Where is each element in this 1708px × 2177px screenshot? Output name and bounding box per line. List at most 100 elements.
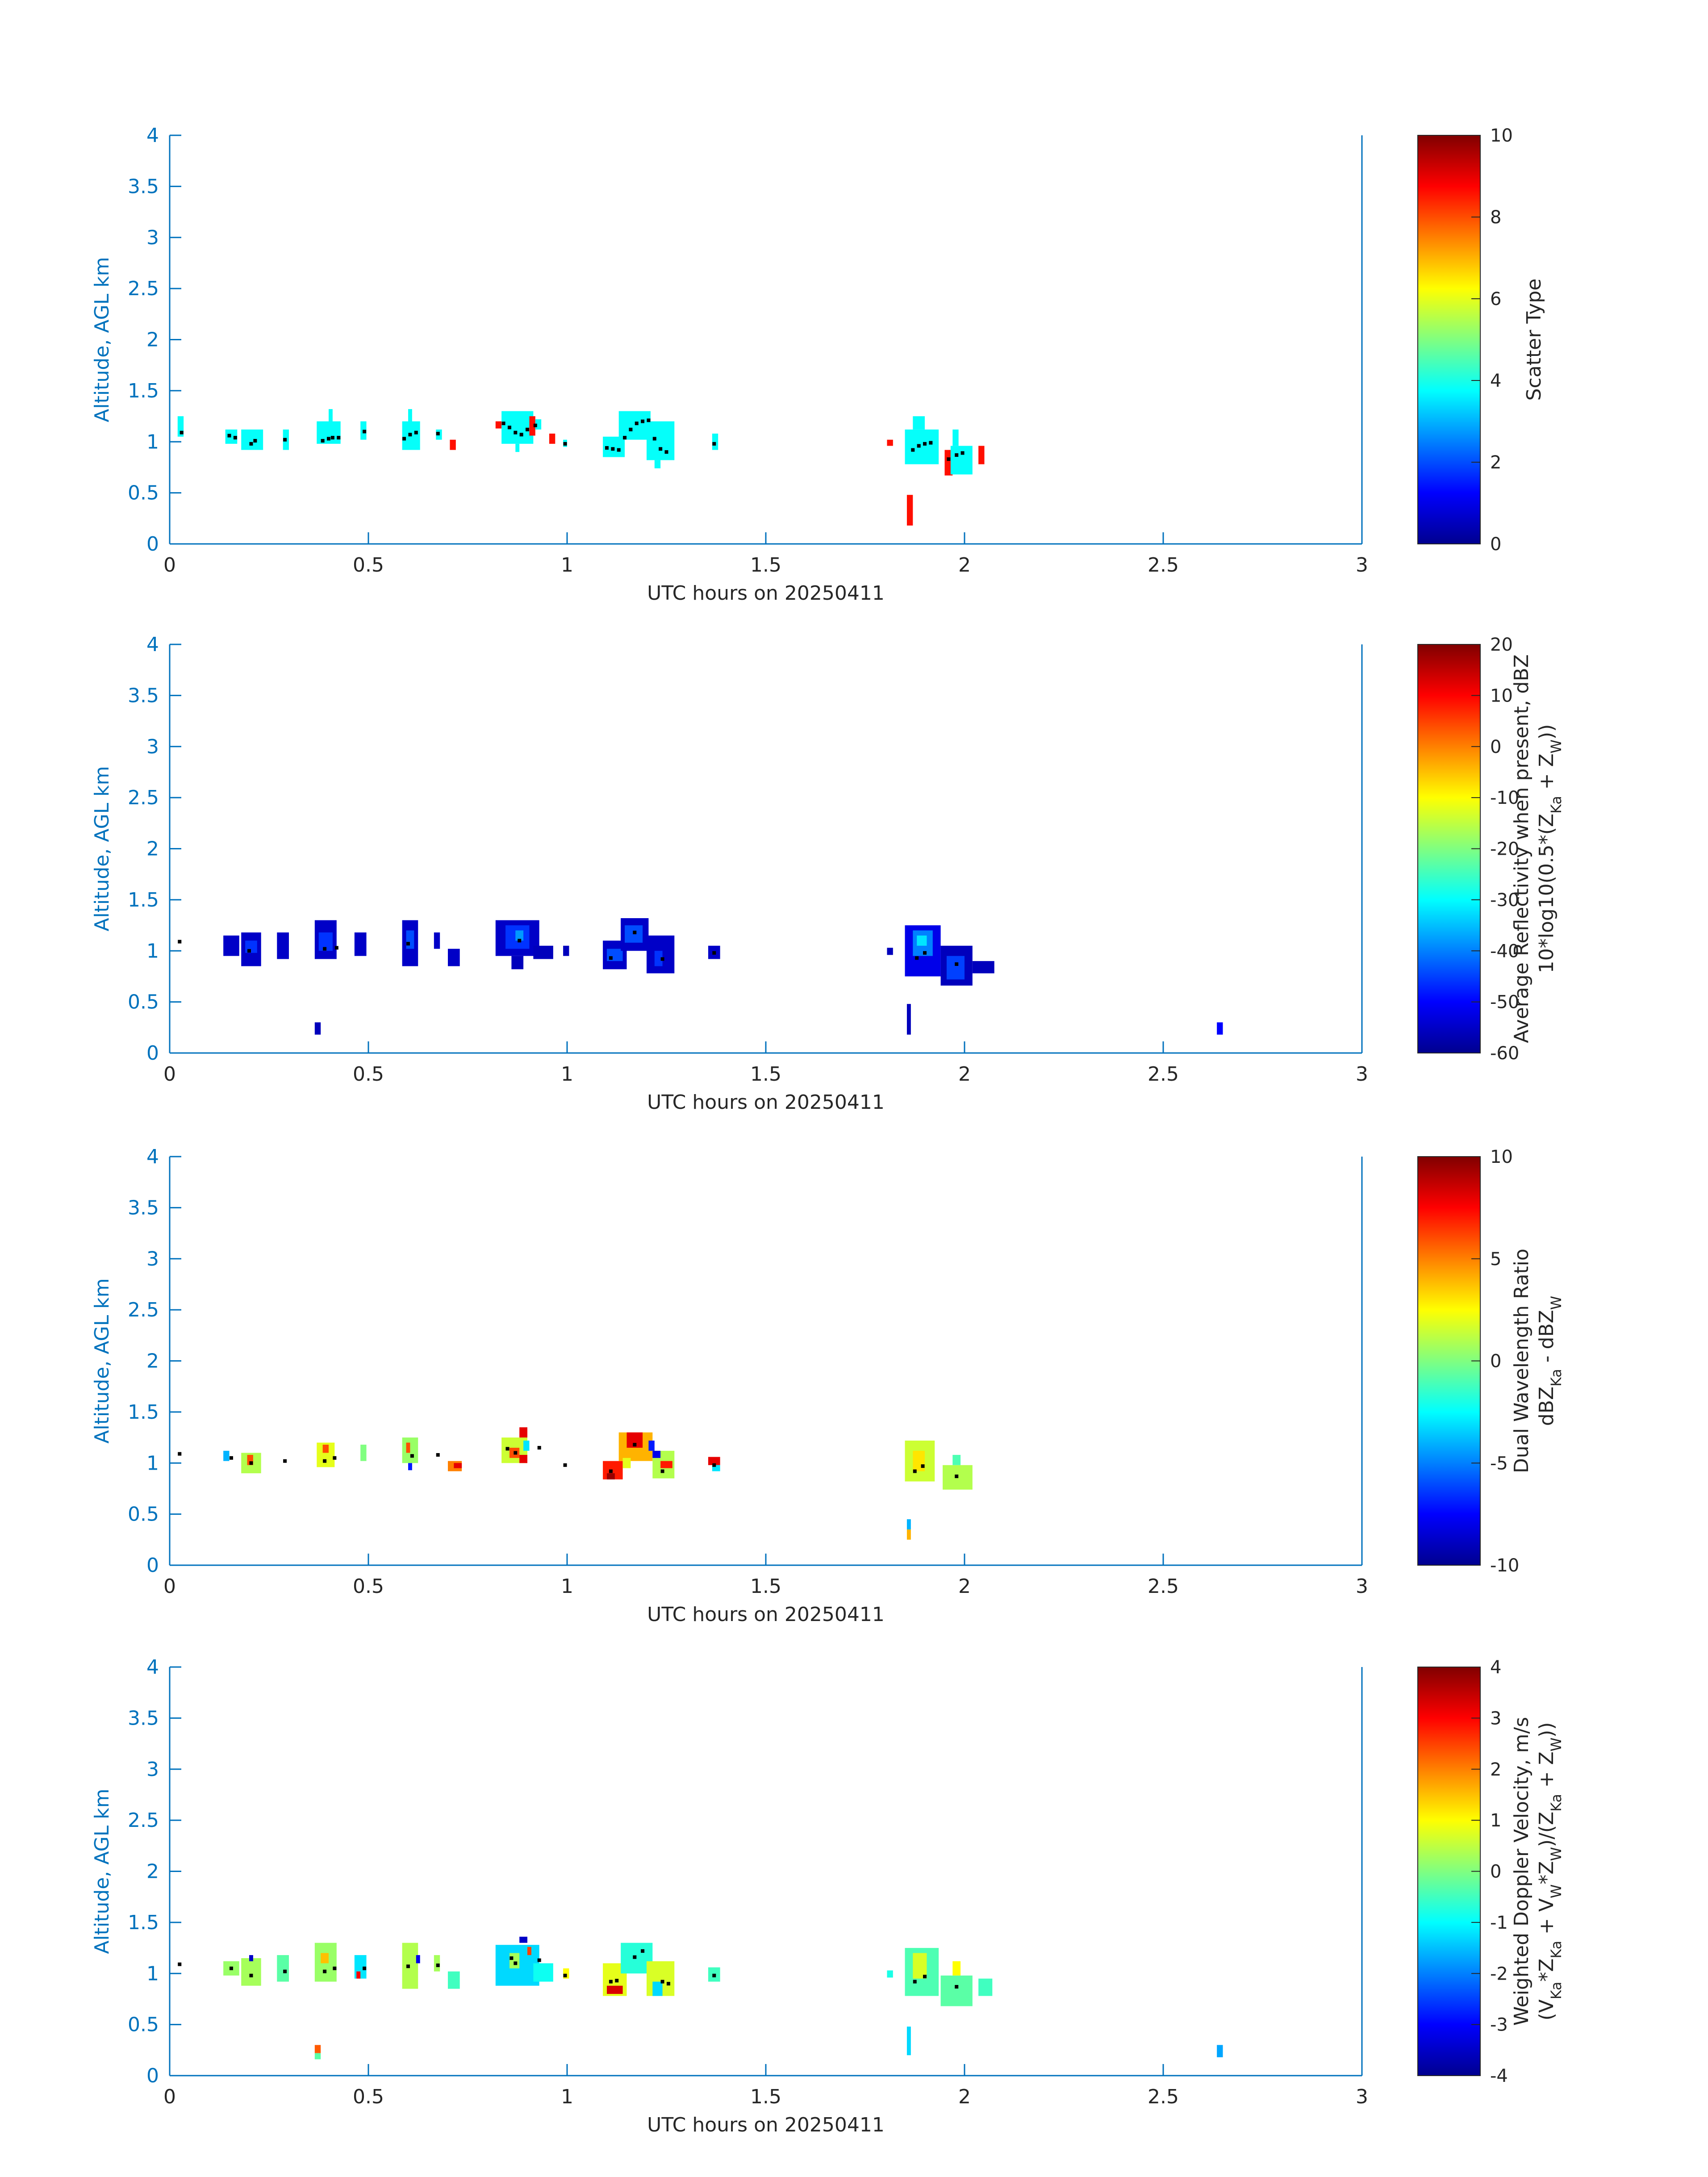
y-tick-label: 0.5 [128, 2014, 159, 2036]
marker-dot [249, 1973, 253, 1977]
heatmap-cell [940, 1975, 973, 2006]
y-tick-label: 3 [146, 1758, 159, 1781]
marker-dot [229, 1966, 233, 1970]
heatmap-cell [905, 429, 939, 464]
heatmap-cell [408, 1463, 412, 1471]
colorbar-tick-label: -10 [1490, 1555, 1519, 1576]
heatmap-cells [223, 1427, 973, 1540]
colorbar-gradient [1417, 644, 1481, 1053]
marker-dot [641, 419, 645, 423]
heatmap-cell [549, 433, 555, 444]
marker-dot [247, 949, 251, 953]
colorbar-label: 10*log10(0.5*(ZKa + ZW)) [1535, 724, 1565, 974]
panel-scatter-type: 0 0.5 1 1.5 2 2.5 3 0 0.5 1 1.5 2 2.5 3 3.5 4 UTC hours … [91, 124, 1545, 605]
y-tick-label: 1.5 [128, 889, 159, 911]
marker-dot [923, 442, 927, 446]
marker-dot [712, 442, 716, 446]
marker-dot [712, 951, 716, 955]
colorbar-tick-label: 20 [1490, 635, 1513, 655]
x-tick-label: 0 [163, 1063, 176, 1086]
marker-dot [633, 1955, 637, 1959]
marker-dots [178, 931, 959, 966]
y-axis-label: Altitude, AGL km [91, 766, 113, 931]
colorbar-tick-label: -30 [1490, 890, 1519, 911]
marker-dot [514, 430, 518, 435]
heatmap-cell [906, 1519, 911, 1529]
marker-dot [501, 422, 505, 426]
marker-dot [330, 436, 334, 440]
colorbar-tick-label: -2 [1490, 1964, 1508, 1984]
heatmap-cell [950, 446, 973, 475]
heatmap-cell [314, 1022, 321, 1035]
heatmap-cell [515, 930, 524, 941]
colorbar-tick-label: -1 [1490, 1913, 1508, 1933]
marker-dot [563, 1973, 567, 1977]
x-tick-label: 1 [561, 554, 573, 577]
colorbar-tick-label: 2 [1490, 1759, 1501, 1780]
y-tick-label: 0.5 [128, 482, 159, 505]
x-tick-label: 2 [958, 1575, 971, 1598]
colorbar-tick-label: 0 [1490, 737, 1501, 757]
colorbar-tick-label: -20 [1490, 839, 1519, 860]
marker-dot [712, 1973, 716, 1977]
marker-dot [605, 446, 609, 450]
colorbar-tick-label: 2 [1490, 452, 1501, 473]
heatmap-cell [887, 439, 893, 446]
x-tick-label: 2 [958, 1063, 971, 1086]
y-tick-label: 2 [146, 1350, 159, 1373]
marker-dot [955, 453, 959, 457]
marker-dot [406, 1964, 410, 1968]
marker-dot [505, 1447, 509, 1451]
marker-dot [323, 1459, 327, 1463]
marker-dot [664, 450, 668, 454]
marker-dot [519, 433, 523, 437]
heatmap-cell [647, 421, 675, 460]
heatmap-cell [434, 932, 440, 949]
heatmap-cell [712, 433, 718, 450]
x-tick-label: 1.5 [750, 554, 781, 577]
marker-dot [233, 436, 237, 440]
marker-dot [923, 951, 927, 955]
marker-dot [321, 439, 325, 443]
marker-dot [911, 448, 915, 452]
marker-dot [537, 1446, 541, 1450]
marker-dot [917, 444, 921, 448]
heatmap-cell [952, 1454, 961, 1465]
marker-dot [363, 430, 367, 434]
marker-dot [712, 1463, 716, 1467]
marker-dot [180, 430, 184, 435]
colorbar: -4 -3 -2 -1 0 1 2 3 4 Weighted Doppler Velocity, … [1417, 1657, 1565, 2086]
marker-dot [514, 1961, 518, 1965]
marker-dot [660, 1980, 664, 1984]
marker-dot [178, 940, 182, 944]
y-tick-label: 2.5 [128, 1809, 159, 1832]
marker-dot [402, 437, 406, 441]
heatmap-cell [454, 1463, 462, 1468]
heatmap-cell [952, 429, 959, 446]
x-tick-label: 1.5 [750, 1575, 781, 1598]
marker-dot [436, 1453, 440, 1457]
heatmap-cell [906, 495, 913, 526]
colorbar-tick-label: 8 [1490, 207, 1501, 228]
marker-dot [334, 946, 338, 950]
heatmap-cell [511, 956, 524, 969]
y-tick-label: 4 [146, 1656, 159, 1679]
heatmap-cell [277, 932, 289, 959]
heatmap-cell [416, 1955, 420, 1964]
heatmap-cell [434, 1955, 440, 1972]
y-tick-label: 1 [146, 430, 159, 453]
heatmap-cell [952, 1961, 961, 1976]
marker-dot [533, 423, 537, 427]
colorbar-tick-label: -50 [1490, 992, 1519, 1013]
y-tick-label: 4 [146, 1145, 159, 1168]
heatmap-cell [402, 1943, 418, 1989]
x-tick-label: 0 [163, 2085, 176, 2108]
y-axis-label: Altitude, AGL km [91, 1788, 113, 1954]
y-tick-label: 3 [146, 1248, 159, 1270]
marker-dot [955, 1985, 959, 1989]
colorbar-label: Average Reflectivity when present, dBZ [1510, 654, 1533, 1043]
marker-dot [623, 436, 627, 440]
marker-dot [363, 1966, 367, 1970]
colorbar-tick-label: 10 [1490, 685, 1513, 706]
